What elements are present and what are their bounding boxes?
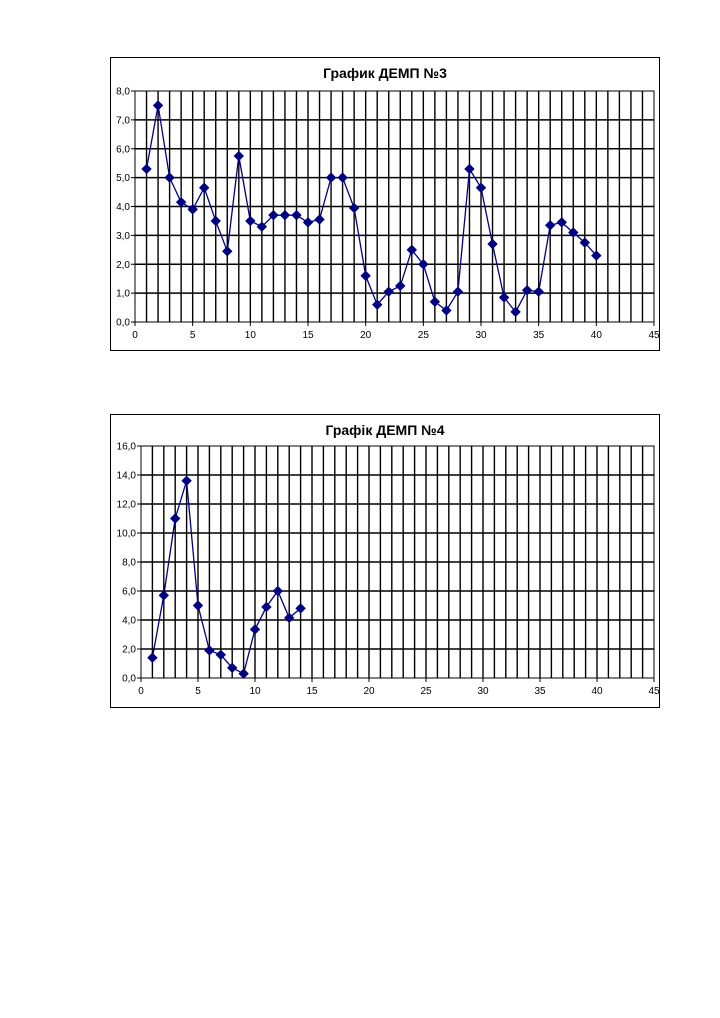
data-point [371, 299, 383, 310]
y-tick-label: 6,0 [116, 144, 130, 155]
data-point [158, 590, 170, 601]
data-point [441, 305, 452, 316]
x-tick-label: 20 [363, 686, 375, 697]
data-point [395, 280, 406, 292]
data-point [175, 196, 187, 208]
x-tick-label: 0 [132, 330, 138, 341]
y-tick-label: 0,0 [122, 674, 136, 685]
data-point [475, 182, 487, 193]
x-tick-label: 10 [249, 686, 261, 697]
data-point [215, 649, 227, 661]
plot-area: 0,0 1,0 2,0 3,0 4,0 5,0 6,0 7,0 8,0 0 5 10 15 20 25 30 3… [116, 87, 659, 342]
data-point [256, 221, 268, 232]
y-tick-label: 2,0 [116, 260, 130, 271]
data-point [579, 237, 591, 248]
data-point [464, 163, 475, 175]
y-tick-label: 0,0 [116, 318, 130, 329]
data-point [261, 601, 272, 613]
plot-area: 0,0 2,0 4,0 6,0 8,0 10,0 12,0 14,0 16,0 0 5 10 15 20 2… [117, 442, 659, 698]
data-point [510, 306, 521, 318]
y-tick-label: 6,0 [122, 587, 136, 598]
chart-dempt-4: Графік ДЕМП №4 0,0 2,0 4,0 6,0 8,0 10,0 12,0 14… [110, 414, 660, 708]
data-point [192, 600, 204, 611]
y-tick-label: 8,0 [122, 558, 136, 569]
data-point [272, 585, 284, 597]
x-tick-label: 30 [477, 686, 489, 697]
chart-title: Графік ДЕМП №4 [325, 422, 445, 438]
data-point [187, 204, 198, 215]
data-point [268, 209, 279, 221]
data-point [348, 202, 360, 214]
y-tick-label: 5,0 [116, 173, 130, 184]
data-point [141, 163, 152, 175]
y-tick-label: 16,0 [117, 442, 137, 453]
data-point [521, 285, 533, 296]
chart-title: График ДЕМП №3 [323, 65, 447, 81]
data-point [487, 238, 498, 250]
x-tick-label: 15 [306, 686, 318, 697]
x-tick-label: 35 [533, 330, 545, 341]
data-point [222, 246, 233, 257]
y-tick-label: 12,0 [117, 500, 137, 511]
data-point [406, 244, 418, 256]
y-tick-label: 4,0 [122, 616, 136, 627]
data-point [164, 172, 175, 183]
x-tick-label: 45 [648, 686, 659, 697]
data-point [498, 292, 510, 303]
x-tick-label: 15 [302, 330, 314, 341]
data-point [233, 150, 245, 162]
data-point [302, 217, 314, 228]
chart-dempt-3: График ДЕМП №3 0,0 1,0 2,0 3,0 4,0 5,0 6,0 7,0 8… [110, 57, 660, 351]
data-point [337, 172, 348, 183]
data-point [147, 652, 158, 663]
x-tick-label: 20 [360, 330, 372, 341]
x-tick-label: 5 [195, 686, 201, 697]
data-point [238, 668, 249, 679]
x-tick-label: 10 [245, 330, 257, 341]
y-tick-label: 10,0 [117, 529, 137, 540]
data-point [556, 217, 567, 228]
data-point [152, 100, 164, 111]
data-point [360, 270, 371, 282]
series-line [145, 105, 597, 314]
data-point [245, 215, 256, 227]
y-tick-label: 8,0 [116, 87, 130, 98]
y-tick-label: 3,0 [116, 231, 130, 242]
x-tick-label: 35 [534, 686, 546, 697]
data-point [383, 286, 394, 297]
data-point [226, 662, 238, 674]
x-tick-label: 45 [648, 330, 659, 341]
x-tick-label: 30 [475, 330, 487, 341]
y-tick-label: 4,0 [116, 202, 130, 213]
x-tick-label: 0 [138, 686, 144, 697]
data-point [418, 259, 429, 270]
y-tick-label: 2,0 [122, 645, 136, 656]
x-tick-label: 25 [418, 330, 430, 341]
data-point [544, 220, 556, 231]
data-point [198, 182, 210, 193]
data-point [249, 624, 261, 635]
data-point [283, 612, 295, 624]
data-point [452, 286, 464, 297]
data-point [210, 215, 221, 227]
data-point [279, 209, 291, 221]
y-tick-label: 1,0 [116, 289, 130, 300]
data-point [591, 250, 602, 261]
x-tick-label: 40 [591, 330, 603, 341]
data-point [204, 645, 215, 656]
data-point [169, 513, 181, 524]
x-tick-label: 5 [190, 330, 196, 341]
y-tick-label: 7,0 [116, 115, 130, 126]
data-point [568, 227, 579, 238]
data-point [295, 603, 306, 614]
data-point [181, 475, 192, 487]
data-point [314, 214, 325, 225]
x-tick-label: 40 [591, 686, 603, 697]
data-point [291, 209, 302, 221]
y-tick-label: 14,0 [117, 471, 137, 482]
data-point [429, 296, 441, 307]
x-tick-label: 25 [420, 686, 432, 697]
data-point [533, 286, 544, 297]
data-point [325, 172, 337, 183]
